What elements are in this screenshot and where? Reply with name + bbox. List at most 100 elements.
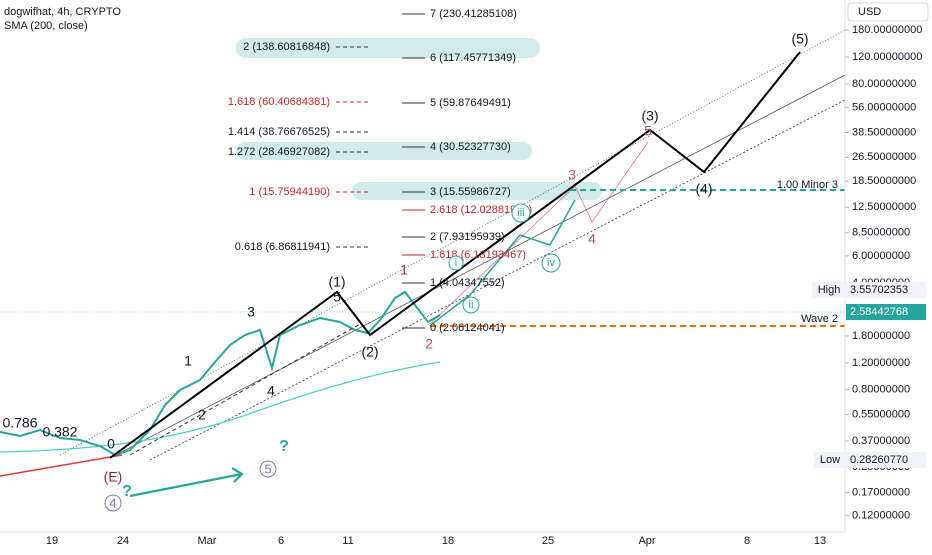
y-tick-label: 56.00000000 [852, 102, 916, 114]
wave-label: (1) [328, 274, 345, 290]
wave-label: 2 [198, 407, 206, 423]
wave-label: (3) [641, 108, 658, 124]
y-tick-label: 0.12000000 [852, 510, 910, 522]
wave-dash [129, 323, 361, 456]
wave-label: 0.382 [42, 424, 77, 440]
channel [59, 29, 846, 461]
fib-label: 1 (15.75944190) [249, 186, 330, 198]
y-tick-label: 120.00000000 [852, 51, 922, 63]
x-tick-label: 25 [542, 535, 554, 547]
y-tick-label: 0.17000000 [852, 487, 910, 499]
highlights [236, 38, 602, 200]
wave-labels: (1) (2) (3) (4) (5) (E) 1 2 3 4 5 0.786 … [2, 31, 809, 512]
wave-circle [511, 203, 531, 223]
wave-label: iv [547, 257, 555, 269]
fib-label: 4 (30.52327730) [430, 141, 511, 153]
low-name-box [814, 452, 846, 468]
current-box [846, 304, 926, 320]
line-label: 1.00 Minor 3 [777, 179, 838, 191]
wave-label: 4 [588, 231, 596, 247]
currency-box[interactable] [847, 2, 929, 22]
x-tick-label: Mar [198, 535, 217, 547]
x-tick-label: 18 [442, 535, 454, 547]
y-tick-label: 1.80000000 [852, 330, 910, 342]
fib-ticks [402, 13, 425, 329]
y-tick-label: 180.00000000 [852, 24, 922, 36]
wave-label: iii [517, 207, 524, 219]
y-tick-label: 0.55000000 [852, 409, 910, 421]
fib-label: 2 (138.60816848) [243, 41, 330, 53]
fib-label: 1 (4.04347552) [430, 277, 505, 289]
fib-label: 1.618 (60.40684381) [228, 96, 330, 108]
wave-circle [541, 253, 561, 273]
fib-label: 7 (230.41285108) [430, 8, 517, 20]
currency: USD [858, 6, 881, 18]
fib-label: 2.618 (12.02881938) [430, 204, 532, 216]
price-path [0, 290, 441, 457]
fib-right: 7 (230.41285108) 6 (117.45771349) 5 (59.… [430, 8, 532, 334]
x-tick-label: 8 [744, 535, 750, 547]
trend-line [0, 454, 123, 477]
high-value: 3.55702353 [850, 284, 908, 296]
wave-circle [448, 255, 464, 271]
wave-label: i [455, 257, 457, 269]
wave-label: (4) [695, 181, 712, 197]
x-tick-label: 13 [814, 535, 826, 547]
fib-label: 0.618 (6.86811941) [235, 241, 330, 253]
wave-label: ? [122, 483, 132, 500]
wave-circle [104, 494, 122, 512]
wave-path [109, 51, 801, 459]
wave-label: 4 [267, 383, 275, 399]
fib-left-ticks [336, 46, 370, 248]
high-name: High [818, 284, 841, 296]
wave-label: 1 [184, 353, 192, 369]
wave-label: 5 [333, 289, 341, 305]
fib-label: 2 (7.93195939) [430, 231, 505, 243]
wave-label: 3 [247, 304, 255, 320]
subtitle: SMA (200, close) [4, 20, 88, 32]
y-tick-label: 0.37000000 [852, 435, 910, 447]
fib-label: 1.414 (38.76676525) [228, 126, 330, 138]
wave-label: 5 [644, 123, 652, 139]
wave-circle [462, 296, 480, 314]
low-value: 0.28260770 [850, 454, 908, 466]
x-tick-label: 6 [278, 535, 284, 547]
fib-label: 3 (15.55986727) [430, 186, 511, 198]
wave-label: 2 [425, 336, 433, 352]
y-tick-label: 18.50000000 [852, 175, 916, 187]
wave-label: ii [469, 299, 474, 311]
wave-label: 4 [109, 495, 116, 510]
wave-label: 0 [107, 436, 115, 452]
fib-label: 6 (117.45771349) [430, 52, 516, 64]
pink-path [429, 141, 649, 325]
subwave-path [431, 199, 576, 325]
y-tick-label: 12.50000000 [852, 201, 916, 213]
sma-line [0, 361, 441, 453]
wave-label: 5 [264, 461, 271, 476]
current-value: 2.58442768 [850, 306, 908, 318]
y-tick-label: 8.50000000 [852, 227, 910, 239]
line-label: Wave 2 [801, 313, 838, 325]
wave-label: ? [279, 438, 289, 455]
x-tick-label: Apr [638, 535, 655, 547]
wave-label: (2) [361, 344, 378, 360]
wave-circle [259, 460, 277, 478]
fib-left: 2 (138.60816848) 1.618 (60.40684381) 1.4… [228, 41, 330, 253]
wave-label: 3 [568, 167, 576, 183]
y-tick-label: 0.80000000 [852, 384, 910, 396]
high-box [846, 282, 926, 298]
y-tick-label: 1.20000000 [852, 357, 910, 369]
wave-label: (E) [104, 469, 123, 485]
fib-label: 5 (59.87649491) [430, 97, 511, 109]
x-tick-label: 24 [117, 535, 129, 547]
y-tick-label: 38.50000000 [852, 126, 916, 138]
y-tick-label: 80.00000000 [852, 78, 916, 90]
fib-label: 0 (2.06124041) [430, 322, 505, 334]
fib-label: 1.272 (28.46927082) [228, 146, 330, 158]
fib-label: 1.618 (6.13193467) [430, 249, 526, 261]
title: dogwifhat, 4h, CRYPTO [4, 6, 121, 18]
y-tick-label: 26.50000000 [852, 151, 916, 163]
low-name: Low [820, 454, 840, 466]
